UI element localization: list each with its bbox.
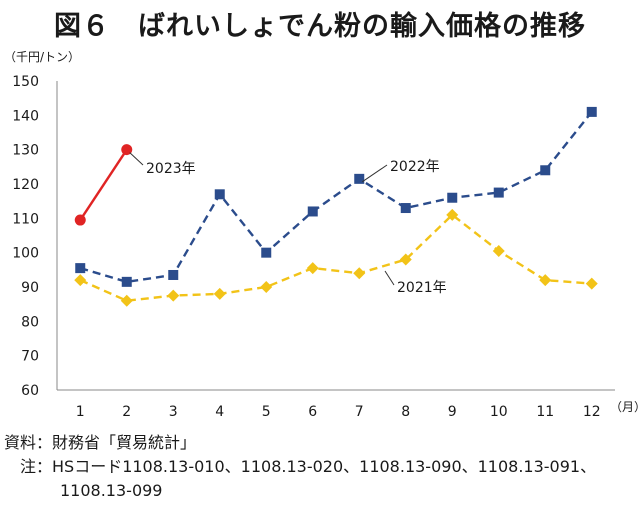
series-line-2023 bbox=[79, 149, 128, 221]
hs-code-note-continued: 1108.13-099 bbox=[60, 481, 163, 500]
data-point-2022 bbox=[586, 106, 597, 117]
x-tick-label: 8 bbox=[401, 404, 410, 420]
data-point-2021 bbox=[120, 294, 133, 307]
x-tick-label: 5 bbox=[262, 404, 271, 420]
data-point-2022 bbox=[307, 206, 318, 217]
data-point-2021 bbox=[260, 281, 273, 293]
data-point-2022 bbox=[447, 192, 458, 203]
data-point-2022 bbox=[261, 247, 272, 258]
data-point-2021 bbox=[74, 274, 87, 287]
series-line-2022 bbox=[79, 111, 593, 284]
data-point-2021 bbox=[492, 244, 505, 257]
x-tick-label: 2 bbox=[122, 404, 131, 420]
data-point-2022 bbox=[400, 203, 411, 214]
data-point-2021 bbox=[213, 287, 226, 300]
y-tick-label: 150 bbox=[12, 74, 39, 90]
x-tick-label: 7 bbox=[355, 404, 364, 420]
x-tick-label: 10 bbox=[490, 404, 508, 420]
x-tick-label: 1 bbox=[76, 404, 85, 420]
hs-code-note: 注：HSコード1108.13-010、1108.13-020、1108.13-0… bbox=[4, 457, 597, 476]
y-tick-label: 80 bbox=[21, 314, 39, 330]
x-tick-label: 12 bbox=[583, 404, 601, 420]
x-tick-label: 3 bbox=[169, 404, 178, 420]
data-point-2022 bbox=[75, 263, 86, 274]
data-point-2021 bbox=[539, 274, 552, 287]
data-point-2023 bbox=[74, 214, 86, 226]
data-point-2022 bbox=[214, 189, 225, 200]
y-tick-label: 70 bbox=[21, 349, 39, 365]
data-point-2022 bbox=[493, 187, 504, 198]
data-point-2022 bbox=[540, 165, 551, 176]
notes: 資料：財務省「貿易統計」 注：HSコード1108.13-010、1108.13-… bbox=[4, 431, 596, 503]
y-tick-label: 90 bbox=[21, 280, 39, 296]
data-point-2021 bbox=[585, 277, 598, 290]
x-axis-unit: （月） bbox=[610, 400, 640, 414]
y-tick-label: 130 bbox=[12, 143, 39, 159]
data-point-2022 bbox=[121, 276, 132, 287]
y-tick-label: 110 bbox=[12, 211, 39, 227]
data-point-2022 bbox=[168, 269, 179, 280]
data-point-2021 bbox=[353, 267, 366, 280]
series-line-2021 bbox=[79, 213, 592, 302]
y-axis-unit: （千円/トン） bbox=[4, 50, 81, 64]
x-tick-label: 9 bbox=[448, 404, 457, 420]
x-tick-label: 11 bbox=[536, 404, 554, 420]
data-point-2021 bbox=[306, 262, 319, 275]
series-label: 2023年 bbox=[146, 161, 196, 177]
source-note: 資料：財務省「貿易統計」 bbox=[4, 433, 197, 452]
data-point-2021 bbox=[167, 289, 180, 302]
y-tick-label: 140 bbox=[12, 108, 39, 124]
series-label: 2021年 bbox=[397, 280, 447, 296]
x-tick-label: 4 bbox=[215, 404, 224, 420]
y-tick-label: 120 bbox=[12, 177, 39, 193]
callout-leader bbox=[129, 152, 144, 166]
callout-leader bbox=[384, 270, 395, 286]
data-point-2022 bbox=[354, 173, 365, 184]
chart-title: 図６ ばれいしょでん粉の輸入価格の推移 bbox=[54, 11, 586, 42]
data-point-2021 bbox=[446, 208, 459, 221]
x-tick-label: 6 bbox=[308, 404, 317, 420]
data-point-2021 bbox=[399, 253, 412, 266]
data-point-2023 bbox=[121, 144, 133, 156]
y-tick-label: 60 bbox=[21, 383, 39, 399]
callout-leader bbox=[361, 164, 388, 183]
series-label: 2022年 bbox=[390, 159, 440, 175]
y-tick-label: 100 bbox=[12, 246, 39, 262]
